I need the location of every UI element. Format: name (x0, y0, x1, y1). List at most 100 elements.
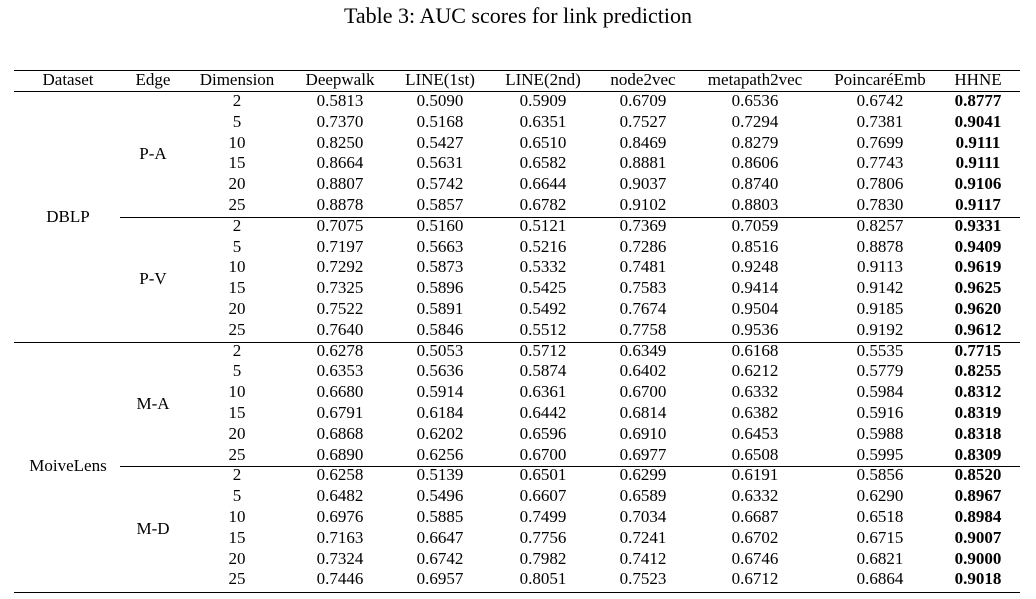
dimension-cell: 25 (228, 444, 246, 464)
score-cell: 0.5631 (416, 153, 464, 173)
score-cell: 0.9102 (619, 195, 667, 214)
dimension-cell: 20 (228, 299, 246, 318)
score-cell: 0.6607 (519, 486, 567, 506)
score-cell: 0.5496 (416, 486, 464, 506)
score-cell: 0.6353 (316, 361, 364, 381)
score-cell: 0.8606 (731, 153, 779, 173)
score-cell: 0.5090 (416, 91, 464, 110)
score-cell: 0.6687 (731, 507, 779, 526)
bottom-rule (14, 592, 1020, 594)
score-cell: 0.7286 (619, 236, 667, 256)
score-cell: 0.5216 (519, 236, 567, 256)
dimension-cell: 20 (228, 423, 246, 443)
score-cell: 0.9037 (619, 174, 667, 194)
score-cell: 0.8520 (954, 465, 1002, 485)
score-cell: 0.6290 (856, 486, 904, 506)
score-cell: 0.6332 (731, 382, 779, 402)
score-cell: 0.6332 (731, 486, 779, 506)
score-cell: 0.6977 (619, 444, 667, 464)
score-cell: 0.9185 (856, 299, 904, 318)
score-cell: 0.7522 (316, 299, 364, 318)
score-cell: 0.6256 (416, 444, 464, 464)
score-cell: 0.6680 (316, 382, 364, 402)
score-cell: 0.8257 (856, 215, 904, 235)
dataset-label: MoiveLens (29, 456, 107, 476)
score-cell: 0.8051 (519, 569, 567, 589)
score-cell: 0.5984 (856, 382, 904, 402)
score-cell: 0.5139 (416, 465, 464, 485)
edge-label: P-V (139, 269, 167, 289)
score-cell: 0.5909 (519, 91, 567, 110)
score-cell: 0.7034 (619, 507, 667, 526)
score-cell: 0.6976 (316, 507, 364, 526)
score-cell: 0.7075 (316, 215, 364, 235)
score-cell: 0.5916 (856, 403, 904, 422)
score-cell: 0.6700 (519, 444, 567, 464)
dimension-cell: 25 (228, 195, 246, 214)
score-cell: 0.6709 (619, 91, 667, 110)
score-cell: 0.8469 (619, 132, 667, 152)
score-cell: 0.5896 (416, 278, 464, 298)
score-cell: 0.5053 (416, 340, 464, 360)
score-cell: 0.9612 (954, 319, 1002, 339)
score-cell: 0.6821 (856, 548, 904, 568)
dimension-cell: 15 (228, 403, 246, 422)
score-cell: 0.5160 (416, 215, 464, 235)
score-cell: 0.8250 (316, 132, 364, 152)
score-cell: 0.6258 (316, 465, 364, 485)
score-cell: 0.6351 (519, 111, 567, 131)
score-cell: 0.6510 (519, 132, 567, 152)
score-cell: 0.6202 (416, 423, 464, 443)
dimension-cell: 15 (228, 153, 246, 173)
score-cell: 0.8803 (731, 195, 779, 214)
score-cell: 0.6349 (619, 340, 667, 360)
score-cell: 0.7758 (619, 319, 667, 339)
score-cell: 0.5663 (416, 236, 464, 256)
top-rule (14, 70, 1020, 71)
score-cell: 0.6644 (519, 174, 567, 194)
score-cell: 0.8664 (316, 153, 364, 173)
dimension-cell: 20 (228, 548, 246, 568)
dimension-cell: 15 (228, 527, 246, 547)
score-cell: 0.7324 (316, 548, 364, 568)
dataset-label: DBLP (46, 206, 90, 226)
score-cell: 0.9111 (955, 132, 1001, 152)
score-cell: 0.9018 (954, 569, 1002, 589)
dimension-cell: 2 (232, 465, 242, 485)
column-header: Edge (135, 70, 171, 89)
score-cell: 0.9041 (954, 111, 1002, 131)
score-cell: 0.6589 (619, 486, 667, 506)
dimension-cell: 5 (232, 361, 242, 381)
dimension-cell: 10 (228, 257, 246, 277)
score-cell: 0.6715 (856, 527, 904, 547)
score-cell: 0.8881 (619, 153, 667, 173)
score-cell: 0.7481 (619, 257, 667, 277)
score-cell: 0.6518 (856, 507, 904, 526)
score-cell: 0.8319 (954, 403, 1002, 422)
score-cell: 0.7806 (856, 174, 904, 194)
score-cell: 0.7583 (619, 278, 667, 298)
score-cell: 0.9007 (954, 527, 1002, 547)
dimension-cell: 10 (228, 382, 246, 402)
score-cell: 0.6508 (731, 444, 779, 464)
score-cell: 0.6910 (619, 423, 667, 443)
column-header: LINE(2nd) (505, 70, 581, 89)
dimension-cell: 5 (232, 111, 242, 131)
score-cell: 0.9536 (731, 319, 779, 339)
score-cell: 0.6868 (316, 423, 364, 443)
column-header: Dimension (199, 70, 275, 89)
score-cell: 0.7197 (316, 236, 364, 256)
score-cell: 0.7059 (731, 215, 779, 235)
score-cell: 0.7830 (856, 195, 904, 214)
score-cell: 0.6536 (731, 91, 779, 110)
score-cell: 0.5846 (416, 319, 464, 339)
score-cell: 0.5857 (416, 195, 464, 214)
edge-label: M-D (136, 518, 170, 538)
score-cell: 0.6864 (856, 569, 904, 589)
score-cell: 0.7699 (856, 132, 904, 152)
dimension-cell: 15 (228, 278, 246, 298)
score-cell: 0.8967 (954, 486, 1002, 506)
score-cell: 0.9620 (954, 299, 1002, 318)
score-cell: 0.6702 (731, 527, 779, 547)
score-cell: 0.9619 (954, 257, 1002, 277)
